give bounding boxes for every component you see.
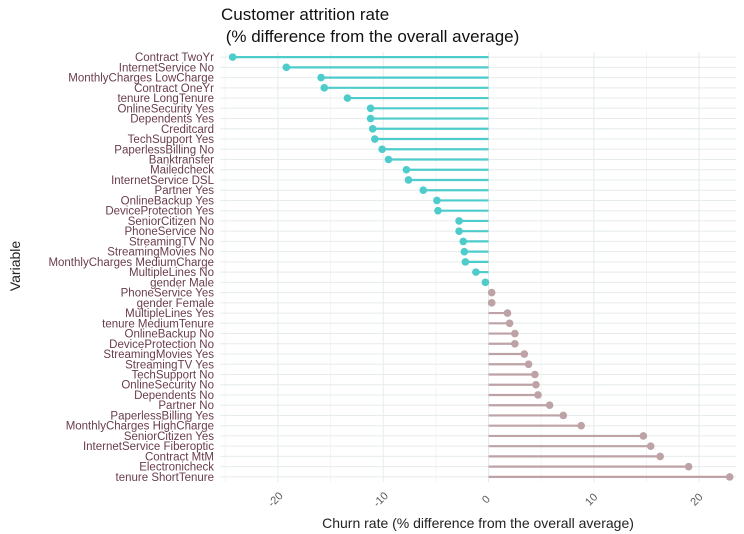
lollipop-point: [656, 452, 664, 461]
lollipop-point: [368, 124, 377, 133]
chart-title-line-1: Customer attrition rate: [221, 5, 389, 24]
y-tick-label: MonthlyCharges LowCharge: [68, 73, 214, 85]
lollipop-point: [434, 206, 442, 215]
y-tick-label: SeniorCitizen No: [128, 216, 214, 228]
lollipop-point: [639, 432, 648, 440]
x-tick-label: -20: [266, 490, 286, 510]
lollipop-point: [524, 360, 533, 369]
lollipop-point: [343, 94, 352, 102]
y-tick-label: StreamingTV Yes: [125, 359, 214, 371]
lollipop-point: [282, 63, 291, 72]
y-tick-label: Partner No: [158, 400, 214, 412]
y-tick-label: TechSupport No: [132, 370, 214, 382]
y-tick-label: tenure LongTenure: [117, 93, 214, 105]
x-tick-label: 0: [480, 493, 493, 506]
lollipop-point: [404, 176, 413, 184]
y-tick-label: Electronicheck: [139, 462, 214, 474]
lollipop-point: [228, 53, 237, 61]
lollipop-point: [433, 196, 441, 205]
y-tick-label: MultipleLines No: [129, 267, 214, 279]
lollipop-point: [461, 258, 470, 266]
y-tick-label: PhoneService Yes: [121, 288, 215, 300]
lollipop-series: [228, 53, 734, 481]
x-tick-label: 20: [688, 491, 705, 508]
y-tick-label: gender Female: [137, 298, 214, 310]
y-tick-label: OnlineSecurity Yes: [117, 103, 214, 115]
x-tick-label: -10: [371, 490, 391, 510]
y-tick-label: tenure MediumTenure: [102, 318, 214, 330]
y-tick-label: Dependents Yes: [130, 114, 214, 126]
y-tick-label: SeniorCitizen Yes: [124, 431, 214, 443]
y-tick-label: Mailedcheck: [150, 165, 214, 177]
y-tick-label: OnlineSecurity No: [121, 380, 214, 392]
lollipop-point: [455, 227, 463, 235]
y-tick-label: Contract MtM: [145, 451, 214, 463]
lollipop-point: [503, 309, 512, 317]
y-tick-label: Contract OneYr: [134, 83, 214, 95]
x-axis-label: Churn rate (% difference from the overal…: [322, 515, 634, 531]
lollipop-point: [559, 411, 568, 420]
lollipop-point: [646, 442, 655, 450]
y-tick-label: DeviceProtection Yes: [105, 206, 214, 218]
y-tick-label: PhoneService No: [125, 226, 215, 238]
lollipop-point: [520, 350, 529, 358]
lollipop-point: [481, 278, 490, 287]
y-tick-label: MultipleLines Yes: [125, 308, 214, 320]
y-tick-label: InternetService Fiberoptic: [83, 441, 214, 453]
lollipop-point: [472, 268, 480, 276]
y-tick-label: OnlineBackup No: [125, 329, 215, 341]
lollipop-point: [511, 329, 519, 338]
x-tick-labels: -20 -10 0 10 20: [266, 490, 706, 510]
y-tick-label: MonthlyCharges HighCharge: [66, 421, 214, 433]
lollipop-point: [371, 135, 379, 143]
chart-title-line-2: (% difference from the overall average): [221, 27, 519, 46]
lollipop-point: [505, 319, 514, 328]
y-tick-label: PaperlessBilling No: [114, 144, 214, 156]
y-tick-label: DeviceProtection No: [109, 339, 214, 351]
grid: [220, 52, 736, 482]
y-tick-label: InternetService No: [119, 62, 214, 74]
lollipop-point: [317, 73, 325, 82]
y-tick-label: StreamingMovies No: [107, 247, 214, 259]
y-tick-label: TechSupport Yes: [128, 134, 215, 146]
y-tick-label: InternetService DSL: [111, 175, 215, 187]
lollipop-point: [402, 165, 411, 174]
y-tick-label: Dependents No: [134, 390, 214, 402]
lollipop-point: [684, 462, 693, 471]
y-tick-label: tenure ShortTenure: [116, 472, 214, 484]
y-tick-label: Contract TwoYr: [135, 52, 214, 64]
lollipop-point: [531, 370, 539, 379]
lollipop-point: [384, 155, 393, 164]
lollipop-point: [455, 217, 463, 225]
y-tick-label: Partner Yes: [155, 185, 215, 197]
lollipop-point: [534, 391, 542, 399]
lollipop-point: [419, 186, 428, 195]
lollipop-point: [320, 84, 329, 92]
lollipop-point: [532, 380, 540, 389]
y-tick-label: gender Male: [150, 277, 214, 289]
y-tick-label: OnlineBackup Yes: [121, 195, 215, 207]
lollipop-point: [378, 145, 386, 154]
y-tick-label: PaperlessBilling Yes: [110, 410, 214, 422]
lollipop-point: [487, 288, 496, 297]
lollipop-point: [725, 473, 734, 481]
lollipop-point: [577, 421, 585, 430]
y-tick-label: StreamingMovies Yes: [103, 349, 214, 361]
y-tick-label: Creditcard: [161, 124, 214, 136]
y-axis-label: Variable: [7, 241, 23, 292]
lollipop-point: [366, 114, 375, 123]
lollipop-point: [366, 104, 375, 113]
lollipop-point: [460, 247, 469, 256]
y-tick-label: MonthlyCharges MediumCharge: [48, 257, 214, 269]
lollipop-point: [487, 299, 496, 307]
y-tick-label: StreamingTV No: [129, 236, 214, 248]
x-tick-label: 10: [583, 491, 600, 508]
lollipop-point: [545, 401, 554, 410]
y-tick-label: Banktransfer: [149, 155, 214, 167]
lollipop-point: [459, 237, 468, 246]
lollipop-point: [511, 339, 519, 348]
